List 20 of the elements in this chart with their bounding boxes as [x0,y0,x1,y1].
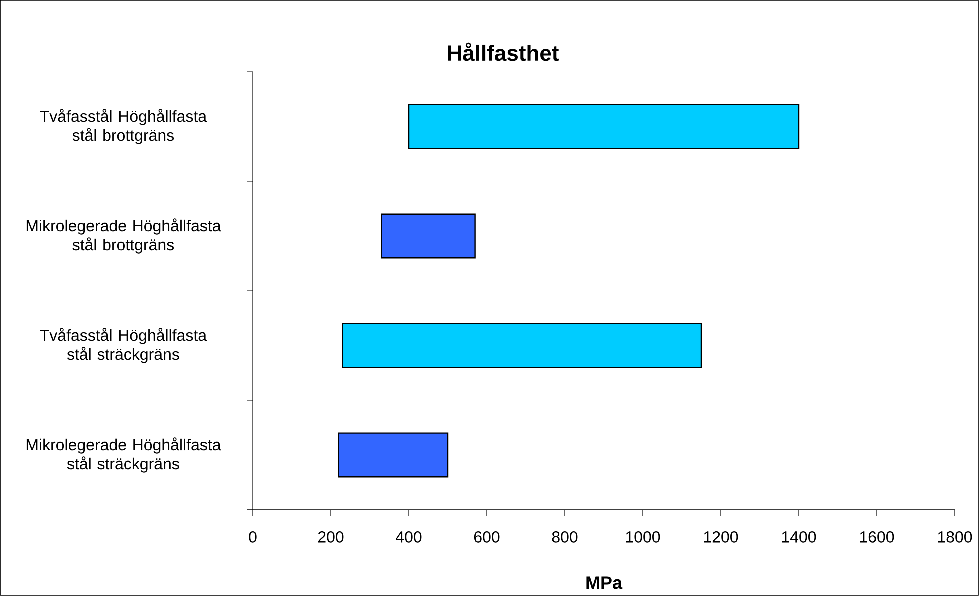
y-tick-label: Mikrolegerade Höghållfasta stål sträckgräns [26,438,222,473]
x-tick-label: 1400 [782,532,816,543]
y-tick-label: Mikrolegerade Höghållfasta stål brottgräns [26,218,222,254]
x-tick-label: 400 [396,532,422,543]
y-tick-label: Tvåfasstål Höghållfasta stål sträckgräns [40,328,208,364]
bar [381,214,476,259]
x-tick-label: 800 [552,532,578,543]
bar [342,323,702,368]
x-tick-label: 1200 [704,532,738,543]
y-tick-label: Tvåfasstål Höghållfasta stål brottgräns [40,109,208,144]
x-tick-label: 1000 [626,532,660,543]
x-tick-label: 600 [474,532,500,543]
x-tick-label: 200 [318,532,344,543]
x-axis-title: MPa [586,576,623,590]
x-tick-label: 0 [249,532,257,543]
chart-title: Hållfasthet [448,42,559,62]
bar [408,104,800,150]
bar [338,432,449,478]
x-tick-label: 1800 [938,532,972,543]
x-tick-label: 1600 [860,532,894,543]
